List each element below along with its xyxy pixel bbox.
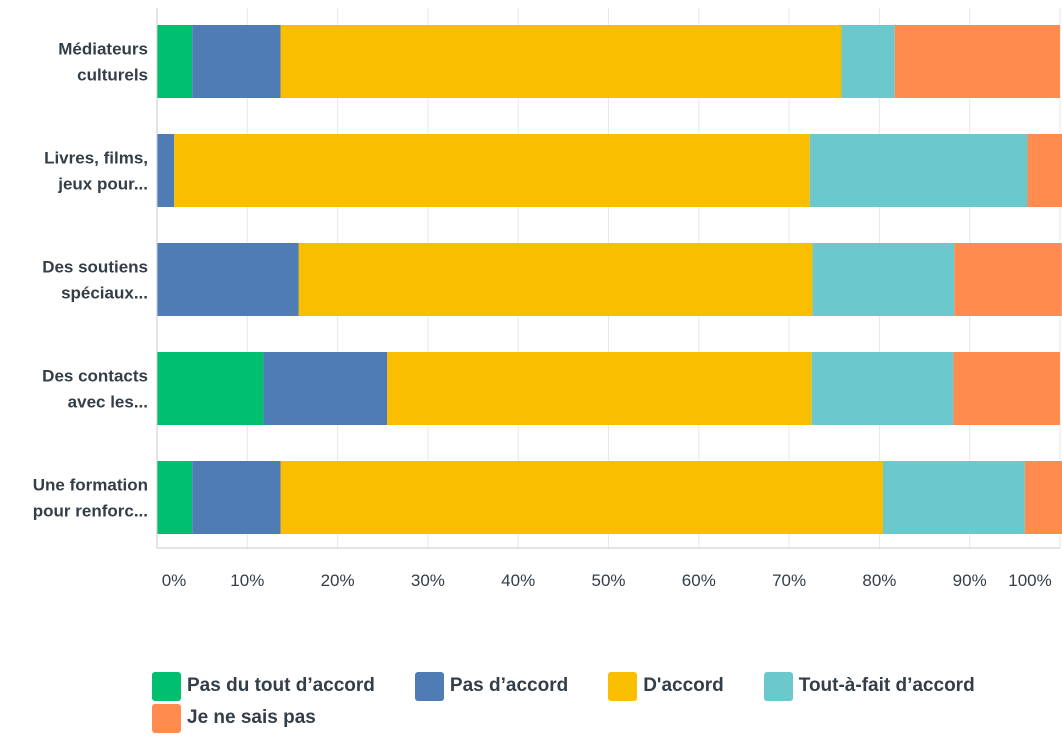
category-label: spéciaux... — [61, 284, 148, 303]
legend-item: Tout-à-fait d’accord — [763, 671, 975, 701]
x-tick-label: 70% — [772, 571, 806, 590]
legend-swatch — [152, 671, 181, 701]
stacked-bar-chart: Médiateurs culturels Livres, films, jeux po… — [33, 8, 1062, 590]
category-labels: Médiateurs culturels Livres, films, jeux po… — [33, 40, 148, 521]
legend-label: Tout-à-fait d’accord — [798, 675, 975, 696]
legend-item: Pas d’accord — [414, 671, 569, 701]
category-label: Des soutiens — [42, 258, 148, 277]
legend-swatch — [414, 671, 444, 701]
bar-segment — [894, 25, 1060, 98]
bar-segment — [883, 461, 1025, 534]
bar-segment — [157, 352, 264, 425]
bar-segment — [387, 352, 812, 425]
bar-segment — [157, 461, 193, 534]
bar-segment — [280, 461, 884, 534]
category-label: Médiateurs — [58, 40, 148, 59]
legend-item: Je ne sais pas — [152, 703, 316, 733]
bar-segment — [1024, 461, 1062, 534]
x-tick-label: 40% — [501, 571, 535, 590]
bar-segment — [174, 134, 810, 207]
category-label: culturels — [77, 66, 148, 85]
category-label: pour renforc... — [33, 502, 148, 521]
bars — [157, 25, 1062, 534]
x-tick-label: 50% — [591, 571, 625, 590]
category-label: Livres, films, — [44, 149, 148, 168]
legend-item: Pas du tout d’accord — [152, 671, 375, 701]
x-tick-label: 20% — [321, 571, 355, 590]
bar-segment — [263, 352, 388, 425]
bar-segment — [192, 25, 281, 98]
legend-swatch — [152, 703, 181, 733]
category-label: Des contacts — [42, 367, 148, 386]
axis — [156, 8, 1060, 549]
legend-label: Je ne sais pas — [187, 707, 316, 728]
bar-segment — [192, 461, 281, 534]
bar-segment — [280, 25, 842, 98]
category-label: avec les... — [68, 393, 148, 412]
x-tick-label: 80% — [862, 571, 896, 590]
x-tick-label: 90% — [953, 571, 987, 590]
category-label: jeux pour... — [57, 175, 148, 194]
bar-segment — [157, 243, 299, 316]
bar-segment — [1027, 134, 1062, 207]
bar-segment — [841, 25, 895, 98]
legend-row: Pas du tout d’accord Pas d’accord D'accord… — [152, 670, 1052, 702]
x-tick-label: 60% — [682, 571, 716, 590]
legend-label: D'accord — [643, 675, 724, 696]
legend-label: Pas d’accord — [449, 675, 569, 696]
legend-label: Pas du tout d’accord — [187, 675, 375, 696]
bar-segment — [157, 134, 175, 207]
category-label: Une formation — [33, 476, 148, 495]
x-tick-labels: 0% 10% 20% 30% 40% 50% 60% 70% 80% 90% 100% — [162, 571, 1052, 590]
x-tick-label: 0% — [162, 571, 187, 590]
bar-segment — [811, 352, 954, 425]
legend-swatch — [763, 671, 793, 701]
legend: Pas du tout d’accord Pas d’accord D'accord… — [152, 670, 1052, 734]
bar-segment — [809, 134, 1028, 207]
legend-swatch — [608, 671, 638, 701]
bar-segment — [953, 352, 1060, 425]
legend-row: Je ne sais pas — [152, 702, 1052, 734]
x-tick-label: 100% — [1008, 571, 1051, 590]
bar-segment — [157, 25, 193, 98]
x-tick-label: 30% — [411, 571, 445, 590]
bar-segment — [812, 243, 955, 316]
x-tick-label: 10% — [230, 571, 264, 590]
bar-segment — [954, 243, 1062, 316]
legend-item: D'accord — [608, 671, 724, 701]
bar-segment — [298, 243, 813, 316]
